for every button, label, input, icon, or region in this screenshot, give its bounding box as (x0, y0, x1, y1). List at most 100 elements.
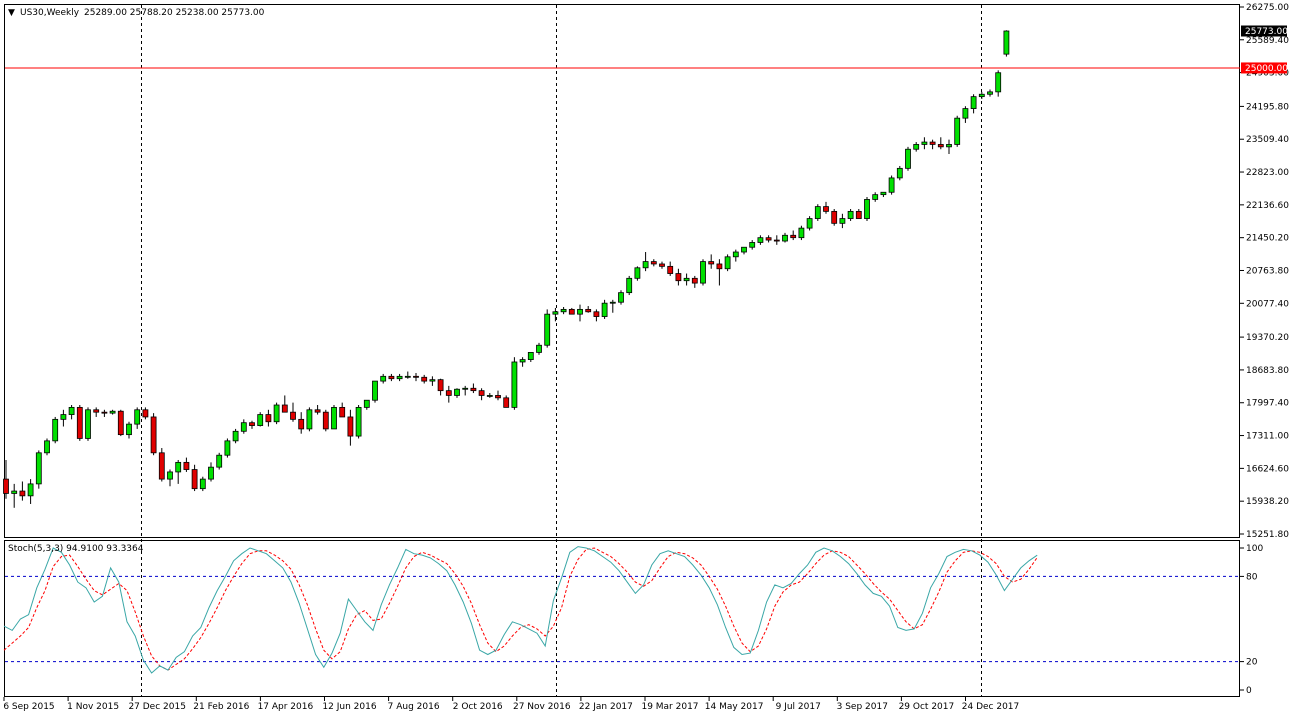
candle-body (372, 380, 378, 401)
ohlc-readout: 25289.00 25788.20 25238.00 25773.00 (84, 8, 265, 18)
candle-body (650, 261, 657, 265)
candle-body (987, 91, 993, 95)
candle-body (175, 461, 182, 473)
stoch-panel-frame (4, 540, 1240, 697)
candle-body (101, 411, 108, 414)
current-price-label: 25773.00 (1245, 27, 1288, 37)
candle-body (806, 218, 813, 229)
candle-body (847, 210, 854, 219)
candle-body (921, 141, 928, 145)
candle-body (732, 251, 739, 258)
candle-body (700, 261, 706, 284)
time-tick-label: 1 Nov 2015 (67, 702, 119, 712)
candlesticks (3, 30, 1010, 508)
menu-arrow-icon[interactable]: ▼ (8, 8, 15, 18)
candle-body (782, 234, 788, 242)
stoch-tick-label: 0 (1246, 686, 1252, 696)
time-tick-label: 19 Mar 2017 (641, 702, 698, 712)
candle-body (929, 141, 936, 145)
candle-body (593, 311, 600, 317)
candle-body (749, 242, 756, 248)
candle-body (298, 418, 305, 430)
candle-body (552, 311, 559, 315)
candle-body (93, 409, 100, 413)
time-tick-label: 9 Jul 2017 (776, 702, 821, 712)
price-tick-label: 25589.40 (1246, 36, 1289, 46)
time-tick-label: 22 Jan 2017 (579, 702, 633, 712)
candle-body (134, 409, 141, 425)
candle-body (913, 144, 920, 150)
candle-body (519, 359, 526, 363)
candle-body (454, 388, 460, 396)
candle-body (363, 399, 370, 408)
candle-body (880, 191, 887, 196)
candle-body (60, 414, 67, 420)
candle-body (199, 478, 206, 490)
candle-body (946, 144, 952, 148)
candle-body (618, 292, 624, 303)
price-panel-frame (4, 4, 1240, 538)
price-tick-label: 24195.80 (1246, 102, 1289, 112)
candle-body (527, 352, 534, 360)
symbol-label: US30,Weekly (20, 8, 80, 18)
current-price-tag: 25773.00 (1241, 25, 1288, 37)
candle-body (191, 469, 198, 490)
price-tick-label: 24903.00 (1246, 69, 1289, 79)
candle-body (224, 440, 231, 456)
candle-body (421, 376, 428, 382)
price-tick-label: 22823.00 (1246, 168, 1289, 178)
time-tick-label: 2 Oct 2016 (453, 702, 503, 712)
candle-body (355, 406, 362, 437)
candle-body (511, 361, 518, 408)
price-tick-label: 17997.40 (1246, 399, 1289, 409)
candle-body (536, 344, 542, 353)
price-tick-label: 23509.40 (1246, 135, 1289, 145)
stoch-tick-label: 20 (1246, 658, 1258, 668)
candle-body (814, 206, 821, 219)
candle-body (290, 411, 296, 420)
time-tick-label: 27 Dec 2015 (128, 702, 186, 712)
candle-body (281, 404, 288, 413)
candle-body (757, 237, 764, 243)
price-tick-label: 20077.40 (1246, 299, 1289, 309)
price-tick-label: 15251.80 (1246, 530, 1289, 540)
price-tick-label: 19370.20 (1246, 333, 1289, 343)
stoch-tick-label: 100 (1246, 544, 1263, 554)
candle-body (659, 263, 665, 267)
stoch-label: Stoch(5,3,3) 94.9100 93.3364 (8, 544, 144, 554)
candle-body (35, 452, 42, 485)
candle-body (503, 397, 510, 408)
candle-body (954, 117, 961, 145)
candle-body (667, 265, 674, 274)
time-tick-label: 3 Sep 2017 (837, 702, 888, 712)
candle-body (683, 277, 690, 282)
price-tick-label: 17311.00 (1246, 432, 1289, 442)
time-tick-label: 7 Aug 2016 (388, 702, 440, 712)
time-axis: 6 Sep 2015 1 Nov 2015 27 Dec 2015 21 Feb 20… (3, 697, 1019, 712)
candle-body (855, 210, 862, 219)
candle-body (577, 308, 583, 315)
candle-body (708, 261, 715, 265)
candle-body (970, 96, 977, 109)
level-price-tag: 25000.00 (1241, 62, 1288, 74)
period-separators (141, 5, 982, 696)
candle-body (642, 261, 649, 269)
candle-body (495, 395, 501, 399)
candle-body (306, 409, 313, 430)
candle-body (486, 395, 493, 397)
candle-body (158, 452, 165, 480)
candle-body (314, 409, 321, 413)
price-tick-label: 15938.20 (1246, 497, 1289, 507)
time-tick-label: 24 Dec 2017 (962, 702, 1020, 712)
candle-body (413, 375, 419, 378)
candle-body (388, 375, 395, 380)
candle-body (380, 375, 387, 382)
candle-body (150, 416, 157, 454)
candle-body (478, 390, 485, 396)
price-axis: 26275.00 25589.40 24903.00 24195.80 23509.40… (1240, 3, 1289, 540)
candle-body (44, 440, 50, 454)
candle-body (790, 234, 797, 239)
candle-body (117, 410, 124, 436)
candle-body (142, 409, 149, 418)
